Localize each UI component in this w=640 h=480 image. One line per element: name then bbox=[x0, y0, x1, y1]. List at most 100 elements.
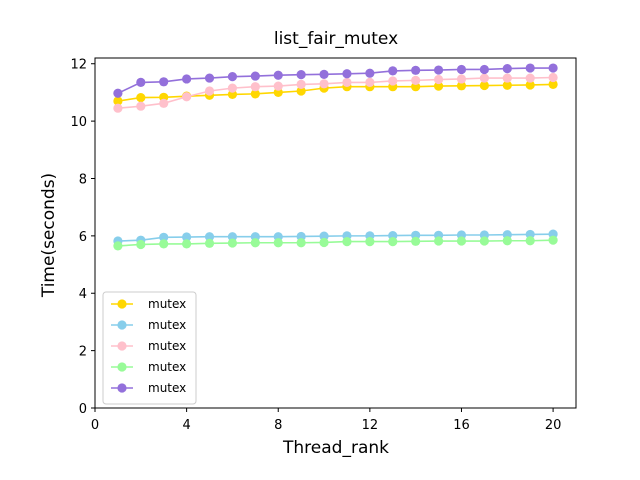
data-point-s1-19 bbox=[525, 80, 535, 90]
data-point-s4-1 bbox=[113, 241, 123, 251]
data-point-s5-20 bbox=[548, 63, 558, 73]
data-point-s5-10 bbox=[319, 69, 329, 79]
legend-marker-1 bbox=[117, 299, 127, 309]
data-point-s3-13 bbox=[388, 76, 398, 86]
data-point-s2-4 bbox=[182, 232, 192, 242]
data-point-s4-7 bbox=[250, 238, 260, 248]
x-tick-label: 12 bbox=[362, 418, 379, 433]
data-point-s3-1 bbox=[113, 103, 123, 113]
data-point-s1-7 bbox=[250, 89, 260, 99]
data-point-s1-18 bbox=[502, 80, 512, 90]
data-point-s3-14 bbox=[411, 75, 421, 85]
data-point-s5-12 bbox=[365, 68, 375, 78]
data-point-s3-11 bbox=[342, 77, 352, 87]
data-point-s3-8 bbox=[273, 81, 283, 91]
data-point-s3-7 bbox=[250, 82, 260, 92]
data-point-s4-10 bbox=[319, 237, 329, 248]
y-tick-label: 6 bbox=[79, 230, 87, 245]
legend-marker-4 bbox=[117, 362, 127, 372]
data-point-s5-4 bbox=[182, 74, 192, 84]
chart-title: list_fair_mutex bbox=[274, 29, 398, 49]
data-point-s4-6 bbox=[227, 238, 238, 248]
data-point-s1-17 bbox=[479, 80, 489, 91]
data-point-s5-11 bbox=[342, 69, 352, 79]
data-point-s2-5 bbox=[204, 232, 215, 242]
data-point-s4-4 bbox=[182, 239, 192, 249]
data-point-s4-14 bbox=[411, 236, 421, 246]
legend-label-1: mutex bbox=[148, 297, 186, 311]
data-point-s1-9 bbox=[296, 86, 306, 96]
data-point-s2-6 bbox=[227, 232, 238, 242]
legend-label-3: mutex bbox=[148, 339, 186, 353]
x-tick-label: 16 bbox=[453, 418, 470, 433]
data-point-s5-3 bbox=[159, 77, 169, 87]
data-point-s5-8 bbox=[273, 70, 283, 80]
data-point-s4-20 bbox=[548, 235, 558, 245]
data-point-s3-15 bbox=[433, 74, 444, 85]
data-point-s2-9 bbox=[296, 231, 306, 242]
y-tick-label: 2 bbox=[79, 345, 87, 360]
y-tick-label: 4 bbox=[79, 287, 87, 302]
data-point-s5-15 bbox=[433, 65, 444, 75]
data-point-s1-14 bbox=[411, 82, 421, 92]
data-point-s4-17 bbox=[479, 236, 489, 246]
data-point-s1-16 bbox=[456, 81, 467, 91]
y-axis-title: Time(seconds) bbox=[39, 173, 59, 298]
data-point-s5-7 bbox=[250, 71, 260, 81]
data-point-s4-12 bbox=[365, 237, 375, 247]
data-point-s3-6 bbox=[227, 83, 238, 93]
data-point-s5-1 bbox=[113, 88, 123, 98]
legend-marker-3 bbox=[117, 341, 127, 351]
data-point-s5-17 bbox=[479, 64, 489, 75]
legend-marker-2 bbox=[117, 320, 127, 330]
data-point-s3-19 bbox=[525, 73, 535, 83]
data-point-s4-19 bbox=[525, 236, 535, 246]
data-point-s1-8 bbox=[273, 87, 283, 98]
y-tick-label: 12 bbox=[70, 58, 87, 73]
data-point-s3-3 bbox=[159, 98, 169, 108]
data-point-s4-8 bbox=[273, 238, 283, 248]
plot-frame bbox=[94, 57, 577, 409]
data-point-s3-10 bbox=[319, 79, 329, 89]
data-point-s1-2 bbox=[136, 92, 146, 103]
data-point-s3-12 bbox=[365, 77, 375, 87]
data-point-s2-10 bbox=[319, 231, 329, 241]
data-point-s5-5 bbox=[204, 73, 215, 83]
data-point-s5-9 bbox=[296, 70, 306, 80]
series-line-3 bbox=[117, 76, 554, 109]
y-tick-label: 10 bbox=[70, 115, 87, 130]
plot-area: 0 4 8 12 16 20 0 2 4 6 8 10 12 bbox=[70, 57, 577, 433]
data-point-s3-9 bbox=[296, 79, 306, 89]
legend-box bbox=[102, 291, 197, 405]
y-tick-label: 8 bbox=[79, 172, 87, 187]
data-point-s5-14 bbox=[411, 65, 421, 75]
data-point-s5-2 bbox=[136, 77, 146, 87]
legend: mutex mutex mutex mutex mutex bbox=[102, 291, 197, 405]
data-point-s3-16 bbox=[456, 74, 467, 84]
data-point-s5-6 bbox=[227, 72, 238, 82]
legend-label-4: mutex bbox=[148, 360, 186, 374]
data-point-s3-2 bbox=[136, 101, 146, 111]
data-point-s1-1 bbox=[113, 96, 123, 106]
x-tick-label: 8 bbox=[274, 418, 282, 433]
legend-label-5: mutex bbox=[148, 381, 186, 395]
data-point-s5-13 bbox=[388, 66, 398, 76]
data-point-s4-3 bbox=[159, 239, 169, 249]
data-point-s4-18 bbox=[502, 236, 512, 246]
data-point-s4-5 bbox=[204, 238, 215, 248]
x-tick-label: 20 bbox=[545, 418, 562, 433]
data-point-s1-6 bbox=[227, 89, 238, 100]
data-point-s3-5 bbox=[204, 86, 215, 96]
data-point-s1-20 bbox=[548, 79, 558, 89]
data-point-s3-20 bbox=[548, 72, 558, 83]
data-point-s4-15 bbox=[433, 236, 444, 246]
x-tick-label: 0 bbox=[91, 418, 99, 433]
data-point-s4-16 bbox=[456, 236, 467, 246]
legend-marker-5 bbox=[117, 383, 127, 393]
data-point-s4-9 bbox=[296, 238, 306, 248]
x-tick-label: 4 bbox=[182, 418, 190, 433]
data-point-s5-18 bbox=[502, 64, 512, 74]
data-point-s2-3 bbox=[159, 232, 169, 242]
data-point-s4-11 bbox=[342, 237, 352, 247]
